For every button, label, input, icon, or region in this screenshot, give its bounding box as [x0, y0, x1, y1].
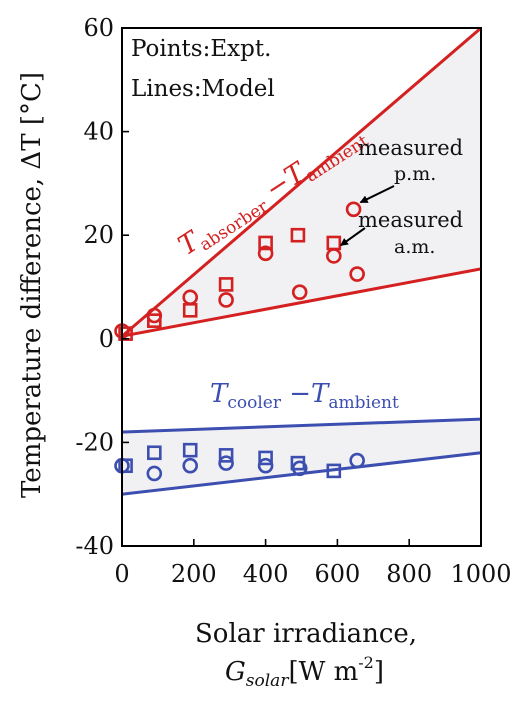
- x-tick-label: 600: [314, 560, 360, 588]
- y-tick-label: -40: [75, 532, 114, 560]
- legend-lines-text: Lines:Model: [131, 76, 275, 102]
- cooler-am-square-point: [326, 463, 342, 479]
- absorber-model-lower-line: [121, 267, 482, 338]
- annotation-pm-line2: p.m.: [394, 163, 436, 185]
- y-tick-label: 60: [83, 14, 114, 42]
- absorber-pm-circle-point: [291, 284, 308, 300]
- annotation-am-line1: measured: [358, 208, 463, 232]
- y-tick-label: 40: [83, 118, 114, 146]
- x-tick-label: 800: [386, 560, 432, 588]
- absorber-pm-circle-point: [182, 289, 199, 306]
- cooler-pm-circle-point: [182, 457, 199, 474]
- absorber-am-square-point: [118, 326, 133, 341]
- legend-points-text: Points:Expt.: [131, 36, 271, 62]
- absorber-pm-circle-point: [218, 292, 234, 308]
- cooler-label-T: T: [210, 379, 229, 409]
- cooler-label-sub2: ambient: [328, 393, 399, 413]
- absorber-pm-circle-point: [257, 245, 274, 262]
- absorber-model-upper-line: [121, 26, 482, 338]
- cooler-series-label: Tcooler −Tambient: [210, 379, 399, 413]
- absorber-am-square-point: [218, 277, 234, 292]
- absorber-pm-circle-point: [349, 266, 365, 282]
- x-tick-label: 200: [171, 560, 217, 588]
- annotation-pm-arrow: [359, 185, 395, 204]
- data-points: [114, 201, 365, 482]
- cooler-pm-circle-point: [257, 457, 274, 474]
- x-unit-text: [W m: [288, 657, 358, 687]
- cooler-pm-circle-point: [291, 460, 308, 477]
- annotation-am-arrow: [339, 227, 366, 247]
- x-unit-exponent: -2: [358, 653, 374, 672]
- y-tick-label: 20: [83, 221, 114, 249]
- x-tick-label: 400: [243, 560, 289, 588]
- y-axis-label: Temperature difference, ΔT [°C]: [17, 72, 47, 498]
- plot-frame: [121, 27, 482, 547]
- x-tick-label: 0: [114, 560, 129, 588]
- cooler-am-square-point: [182, 442, 198, 458]
- absorber-pm-circle-point: [146, 307, 163, 324]
- absorber-am-square-point: [147, 313, 162, 328]
- x-tick-label: 1000: [450, 560, 511, 588]
- x-unit-subscript: solar: [246, 671, 290, 691]
- absorber-am-square-point: [258, 235, 273, 251]
- y-tick-label: 0: [99, 325, 114, 353]
- x-axis-unit: Gsolar[W m-2]: [225, 653, 384, 691]
- cooler-pm-circle-point: [218, 455, 234, 471]
- y-tick-label: -20: [75, 428, 114, 456]
- cooler-pm-circle-point: [349, 452, 365, 469]
- cooler-am-square-point: [147, 445, 162, 461]
- absorber-pm-circle-point: [345, 201, 362, 218]
- annotation-am-line2: a.m.: [394, 236, 435, 258]
- x-unit-symbol: G: [225, 657, 246, 687]
- cooler-label-sub1: cooler: [227, 393, 281, 413]
- cooler-model-upper-line: [121, 417, 482, 434]
- cooler-am-square-point: [258, 450, 273, 466]
- absorber-am-square-point: [290, 227, 306, 243]
- x-unit-close: ]: [374, 657, 384, 687]
- annotation-pm-line1: measured: [358, 136, 463, 160]
- absorber-pm-circle-point: [326, 248, 342, 264]
- x-axis-label: Solar irradiance,: [195, 619, 417, 649]
- cooler-pm-circle-point: [146, 465, 163, 482]
- cooler-label-mid: −T: [281, 379, 330, 409]
- cooler-am-square-point: [218, 448, 234, 463]
